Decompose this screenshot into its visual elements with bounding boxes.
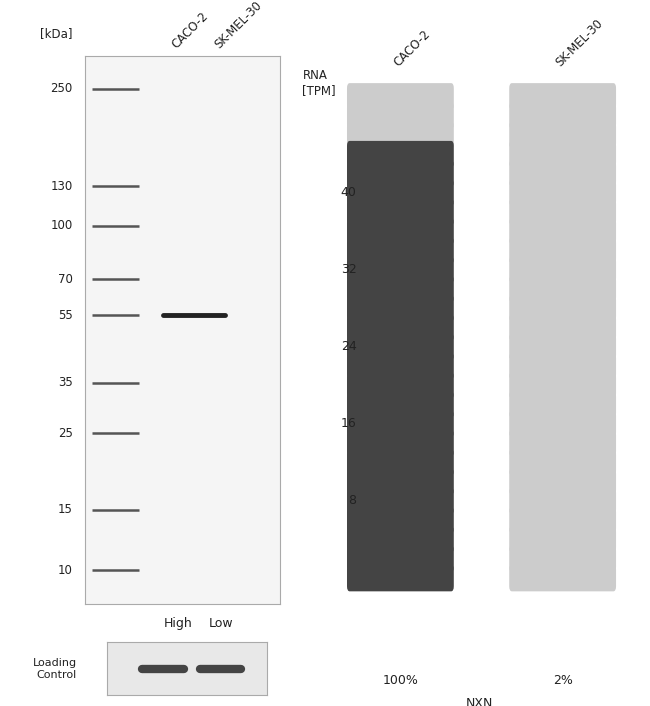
Text: 16: 16 (341, 417, 356, 431)
FancyBboxPatch shape (509, 488, 616, 514)
Text: 35: 35 (58, 376, 73, 389)
Text: 32: 32 (341, 263, 356, 276)
Text: 55: 55 (58, 309, 73, 322)
FancyBboxPatch shape (509, 102, 616, 129)
FancyBboxPatch shape (347, 430, 454, 457)
FancyBboxPatch shape (509, 449, 616, 476)
Text: RNA
[TPM]: RNA [TPM] (302, 69, 336, 97)
FancyBboxPatch shape (347, 507, 454, 534)
FancyBboxPatch shape (509, 83, 616, 110)
Text: Low: Low (209, 617, 233, 630)
FancyBboxPatch shape (509, 333, 616, 360)
FancyBboxPatch shape (347, 488, 454, 514)
Text: 15: 15 (58, 503, 73, 516)
Text: 130: 130 (51, 180, 73, 193)
Text: 24: 24 (341, 340, 356, 354)
FancyBboxPatch shape (347, 391, 454, 418)
FancyBboxPatch shape (509, 353, 616, 380)
FancyBboxPatch shape (509, 295, 616, 322)
FancyBboxPatch shape (347, 102, 454, 129)
FancyBboxPatch shape (347, 545, 454, 572)
FancyBboxPatch shape (347, 141, 454, 167)
Text: CACO-2: CACO-2 (169, 9, 211, 51)
FancyBboxPatch shape (509, 276, 616, 302)
Text: Loading
Control: Loading Control (32, 659, 77, 680)
FancyBboxPatch shape (347, 160, 454, 187)
Text: CACO-2: CACO-2 (391, 28, 433, 69)
FancyBboxPatch shape (347, 179, 454, 206)
FancyBboxPatch shape (347, 449, 454, 476)
FancyBboxPatch shape (347, 121, 454, 148)
FancyBboxPatch shape (347, 276, 454, 302)
FancyBboxPatch shape (509, 507, 616, 534)
Text: SK-MEL-30: SK-MEL-30 (553, 17, 606, 69)
FancyBboxPatch shape (509, 121, 616, 148)
FancyBboxPatch shape (509, 545, 616, 572)
FancyBboxPatch shape (509, 160, 616, 187)
FancyBboxPatch shape (509, 198, 616, 225)
FancyBboxPatch shape (509, 391, 616, 418)
Text: 250: 250 (51, 82, 73, 95)
FancyBboxPatch shape (509, 179, 616, 206)
FancyBboxPatch shape (347, 218, 454, 245)
FancyBboxPatch shape (347, 198, 454, 225)
Text: 10: 10 (58, 564, 73, 577)
FancyBboxPatch shape (347, 353, 454, 380)
Text: High: High (164, 617, 192, 630)
FancyBboxPatch shape (347, 333, 454, 360)
FancyBboxPatch shape (347, 372, 454, 399)
Text: 100%: 100% (382, 674, 419, 687)
FancyBboxPatch shape (509, 237, 616, 264)
FancyBboxPatch shape (347, 314, 454, 341)
FancyBboxPatch shape (509, 411, 616, 437)
FancyBboxPatch shape (509, 218, 616, 245)
FancyBboxPatch shape (509, 314, 616, 341)
Text: 8: 8 (348, 494, 356, 508)
Text: 70: 70 (58, 273, 73, 286)
FancyBboxPatch shape (347, 237, 454, 264)
FancyBboxPatch shape (347, 468, 454, 495)
Text: 40: 40 (341, 186, 356, 199)
FancyBboxPatch shape (509, 372, 616, 399)
Text: 2%: 2% (552, 674, 573, 687)
Text: 25: 25 (58, 426, 73, 440)
FancyBboxPatch shape (509, 141, 616, 167)
Text: SK-MEL-30: SK-MEL-30 (212, 0, 264, 51)
FancyBboxPatch shape (509, 430, 616, 457)
Text: 100: 100 (51, 220, 73, 232)
FancyBboxPatch shape (347, 565, 454, 592)
FancyBboxPatch shape (509, 256, 616, 283)
FancyBboxPatch shape (347, 256, 454, 283)
FancyBboxPatch shape (509, 565, 616, 592)
FancyBboxPatch shape (509, 468, 616, 495)
FancyBboxPatch shape (347, 83, 454, 110)
FancyBboxPatch shape (347, 411, 454, 437)
FancyBboxPatch shape (347, 295, 454, 322)
Text: NXN: NXN (466, 697, 493, 706)
Text: [kDa]: [kDa] (40, 27, 73, 40)
FancyBboxPatch shape (347, 526, 454, 553)
FancyBboxPatch shape (509, 526, 616, 553)
